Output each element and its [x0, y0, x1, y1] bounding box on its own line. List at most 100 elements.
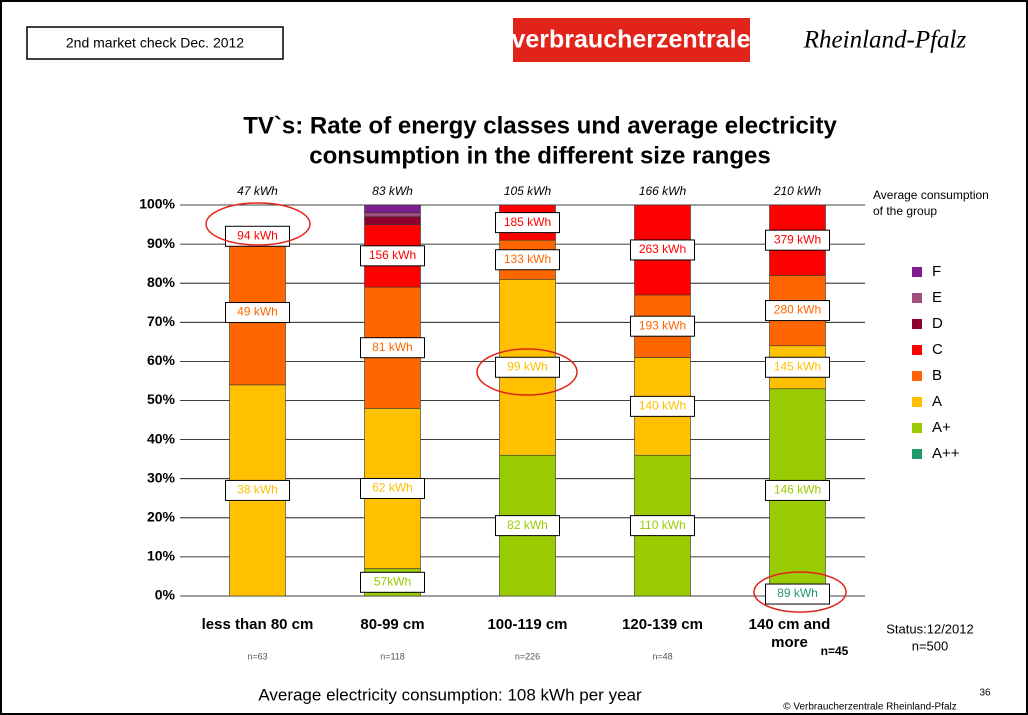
badge-box	[26, 26, 284, 60]
segment-label: 140 kWh	[639, 399, 686, 413]
group-consumption: 105 kWh	[504, 184, 552, 198]
segment-label: 49 kWh	[237, 305, 278, 319]
logo: verbraucherzentrale	[511, 26, 750, 54]
segment-label-box	[360, 245, 425, 267]
legend-label: E	[932, 289, 942, 306]
y-tick-label: 10%	[147, 548, 176, 564]
sample-size: n=226	[515, 651, 540, 661]
segment-label: 94 kWh	[237, 228, 278, 242]
sample-size: n=118	[380, 651, 405, 661]
legend-label: A++	[932, 445, 960, 462]
highlight	[205, 202, 311, 246]
title: consumption in the different size ranges	[309, 142, 770, 169]
footnote: Average electricity consumption: 108 kWh…	[258, 685, 642, 704]
segment-label-box	[225, 302, 290, 324]
group-consumption: 83 kWh	[372, 184, 413, 198]
segment-label-box	[630, 239, 695, 261]
status: Status:12/2012	[886, 621, 973, 636]
x-tick-label: 140 cm and more	[748, 616, 831, 651]
legend-swatch	[912, 319, 922, 329]
legend-swatch	[912, 345, 922, 355]
logo-box	[513, 18, 750, 62]
segment-label: 99 kWh	[507, 359, 548, 373]
segment-label-box	[360, 337, 425, 359]
legend-swatch	[912, 293, 922, 303]
y-tick-label: 40%	[147, 430, 176, 446]
y-tick-label: 50%	[147, 391, 176, 407]
y-tick-label: 70%	[147, 313, 176, 329]
x-tick-label: less than 80 cm	[201, 616, 314, 633]
segment-label-box	[765, 479, 830, 501]
group-consumption: 47 kWh	[237, 184, 278, 198]
segment-label: 38 kWh	[237, 483, 278, 497]
segment-label-box	[495, 356, 560, 378]
y-tick-label: 60%	[147, 352, 176, 368]
x-tick-label: 100-119 cm	[487, 616, 568, 633]
segment-label: 82 kWh	[507, 518, 548, 532]
segment-label: 145 kWh	[774, 359, 821, 373]
segment-label-box	[630, 315, 695, 337]
segment-label-box	[765, 229, 830, 251]
y-tick-label: 90%	[147, 235, 176, 251]
group-consumption-label: of the group	[873, 204, 937, 218]
legend-label: D	[932, 315, 943, 332]
status: n=500	[912, 638, 949, 653]
group-consumption: 166 kWh	[639, 184, 687, 198]
segment-label-box	[765, 356, 830, 378]
legend-label: F	[932, 263, 941, 280]
bar-segment	[364, 216, 421, 225]
logo-region: Rheinland-Pfalz	[803, 27, 967, 54]
segment-label: 263 kWh	[639, 242, 686, 256]
copyright: © Verbraucherzentrale Rheinland-Pfalz	[783, 702, 957, 713]
segment-label: 110 kWh	[639, 518, 685, 532]
segment-label: 193 kWh	[639, 318, 686, 332]
sample-size: n=63	[247, 651, 267, 661]
segment-label-box	[630, 515, 695, 537]
highlight	[753, 571, 847, 613]
segment-label-box	[360, 477, 425, 499]
group-consumption-label: Average consumption	[873, 188, 989, 202]
segment-label: 62 kWh	[372, 481, 413, 495]
y-tick-label: 100%	[139, 196, 175, 212]
segment-label: 379 kWh	[774, 232, 821, 246]
segment-label-box	[360, 571, 425, 593]
segment-labels: 38 kWh 49 kWh 94 kWh 57kWh 62 kWh 81 kWh 156 k…	[225, 212, 830, 605]
legend-swatch	[912, 423, 922, 433]
legend-swatch	[912, 449, 922, 459]
segment-label: 57kWh	[374, 574, 411, 588]
segment-label: 133 kWh	[504, 252, 551, 266]
y-tick-label: 80%	[147, 274, 176, 290]
legend-label: A	[932, 393, 942, 410]
segment-label: 185 kWh	[504, 215, 551, 229]
segment-label-box	[495, 212, 560, 234]
sample-size: n=48	[652, 651, 672, 661]
slide-number: 36	[979, 688, 991, 699]
segment-label-box	[765, 583, 830, 605]
group-consumption: 210 kWh	[773, 184, 822, 198]
legend-label: A+	[932, 419, 951, 436]
sample-size: n=45	[821, 644, 849, 658]
segment-label-box	[495, 515, 560, 537]
legend-label: B	[932, 367, 942, 384]
segment-label-box	[765, 300, 830, 322]
segment-label: 89 kWh	[777, 586, 818, 600]
legend-swatch	[912, 267, 922, 277]
y-tick-label: 0%	[155, 587, 176, 603]
segment-label-box	[225, 479, 290, 501]
y-tick-label: 30%	[147, 469, 176, 485]
segment-label: 156 kWh	[369, 248, 416, 262]
y-tick-label: 20%	[147, 509, 176, 525]
segment-label: 146 kWh	[774, 483, 821, 497]
segment-label-box	[495, 249, 560, 271]
legend-label: C	[932, 341, 943, 358]
badge: 2nd market check Dec. 2012	[66, 35, 244, 51]
highlight	[476, 348, 578, 396]
segment-label-box	[630, 395, 695, 417]
segment-label-box	[225, 225, 290, 247]
title: TV`s: Rate of energy classes und average…	[243, 112, 837, 139]
segment-label: 280 kWh	[774, 303, 821, 317]
bar-segment	[364, 204, 421, 214]
